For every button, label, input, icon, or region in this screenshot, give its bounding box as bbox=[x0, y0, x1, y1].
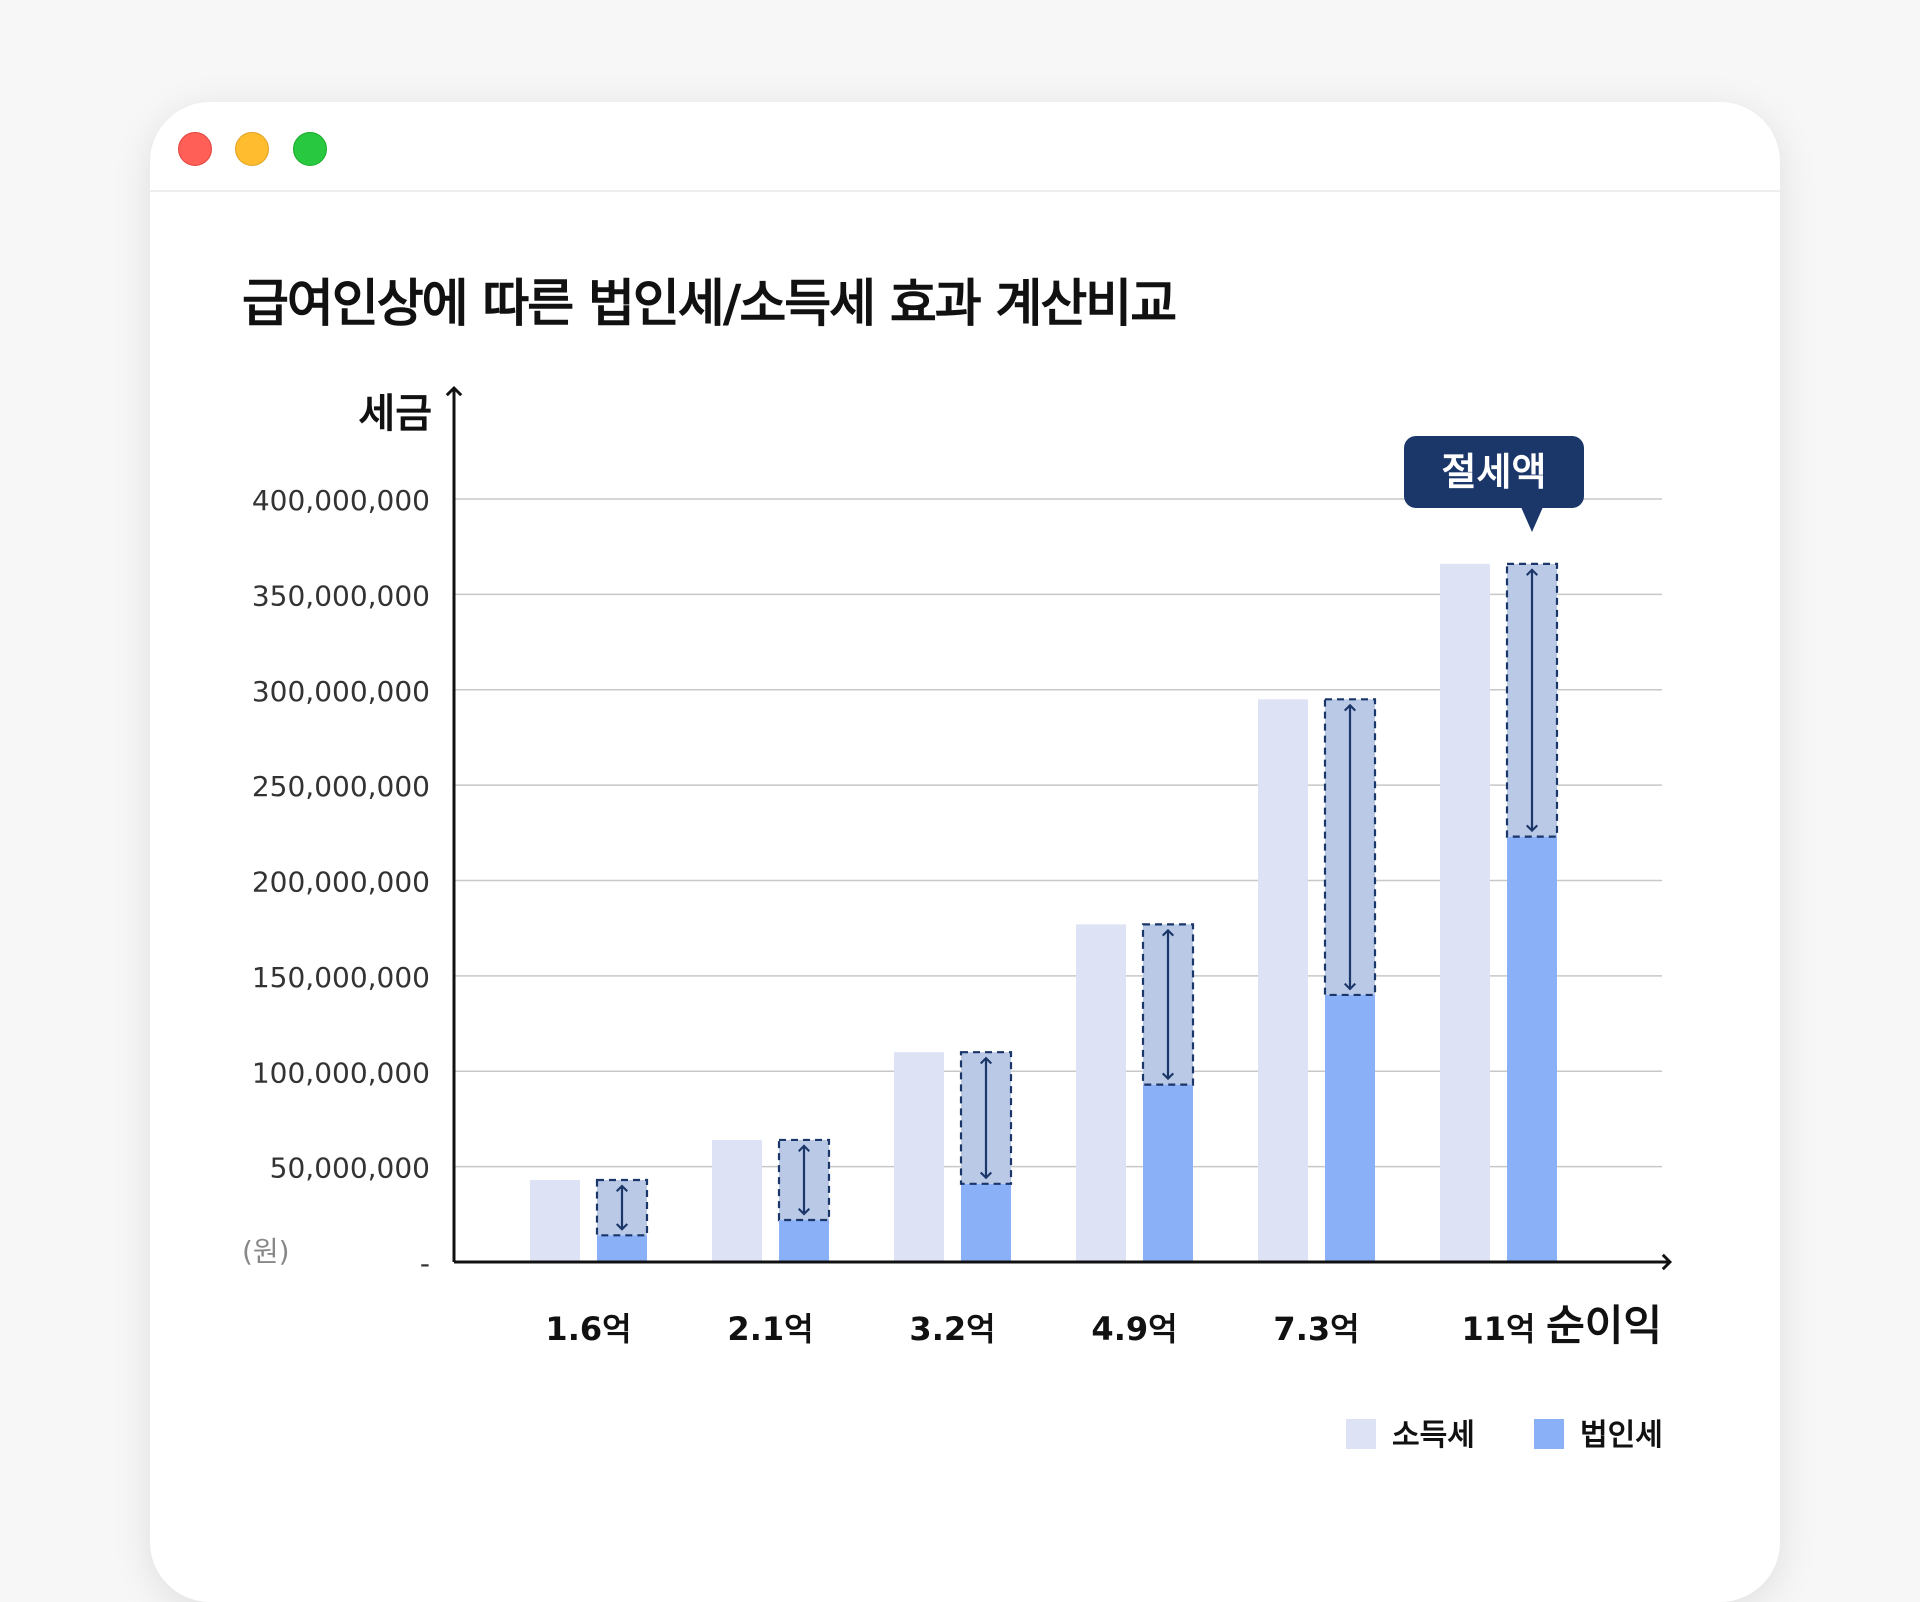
y-tick-label: 100,000,000 bbox=[252, 1056, 430, 1089]
unit-label: (원) bbox=[242, 1235, 290, 1268]
bar-corporate-tax bbox=[1507, 836, 1557, 1262]
legend-swatch bbox=[1346, 1419, 1376, 1449]
callout-pointer bbox=[1521, 507, 1543, 532]
y-tick-label: 350,000,000 bbox=[252, 579, 430, 612]
bar-corporate-tax bbox=[1143, 1084, 1193, 1262]
bar-income-tax bbox=[1258, 699, 1308, 1262]
title-bar bbox=[150, 102, 1780, 192]
y-tick-label: 250,000,000 bbox=[252, 770, 430, 803]
bar-income-tax bbox=[1440, 563, 1490, 1262]
x-axis-label: 순이익 bbox=[1546, 1301, 1662, 1350]
minimize-button[interactable] bbox=[235, 132, 269, 166]
bar-income-tax bbox=[530, 1179, 580, 1262]
bar-income-tax bbox=[1076, 924, 1126, 1262]
bar-income-tax bbox=[894, 1052, 944, 1262]
chart-title: 급여인상에 따른 법인세/소득세 효과 계산비교 bbox=[242, 275, 1177, 334]
bar-income-tax bbox=[712, 1139, 762, 1262]
maximize-button[interactable] bbox=[293, 132, 327, 166]
bar-corporate-tax bbox=[597, 1235, 647, 1262]
legend-swatch bbox=[1534, 1419, 1564, 1449]
y-tick-label: 200,000,000 bbox=[252, 866, 430, 899]
y-axis-label: 세금 bbox=[358, 391, 432, 437]
savings-callout-label: 절세액 bbox=[1442, 450, 1547, 494]
bar-corporate-tax bbox=[961, 1183, 1011, 1262]
app-window: 급여인상에 따른 법인세/소득세 효과 계산비교 - 50,000,000 100,… bbox=[150, 102, 1780, 1602]
legend-label: 법인세 bbox=[1580, 1418, 1663, 1453]
y-tick-label: 400,000,000 bbox=[252, 484, 430, 517]
tax-comparison-chart: - 50,000,000 100,000,000 150,000,000 200,000… bbox=[242, 385, 1673, 1453]
y-tick-label: 50,000,000 bbox=[270, 1152, 430, 1185]
y-tick-label: - bbox=[420, 1247, 430, 1280]
y-tick-label: 300,000,000 bbox=[252, 675, 430, 708]
x-tick-label: 7.3억 bbox=[1273, 1310, 1359, 1348]
close-button[interactable] bbox=[178, 132, 212, 166]
x-tick-label: 11억 bbox=[1462, 1310, 1536, 1348]
x-tick-label: 2.1억 bbox=[727, 1310, 813, 1348]
y-tick-label: 150,000,000 bbox=[252, 961, 430, 994]
bar-corporate-tax bbox=[779, 1220, 829, 1262]
x-tick-label: 1.6억 bbox=[545, 1310, 631, 1348]
x-tick-label: 3.2억 bbox=[909, 1310, 995, 1348]
savings-callout bbox=[1404, 436, 1584, 508]
legend-label: 소득세 bbox=[1392, 1418, 1475, 1453]
x-tick-label: 4.9억 bbox=[1091, 1310, 1177, 1348]
bar-corporate-tax bbox=[1325, 994, 1375, 1262]
